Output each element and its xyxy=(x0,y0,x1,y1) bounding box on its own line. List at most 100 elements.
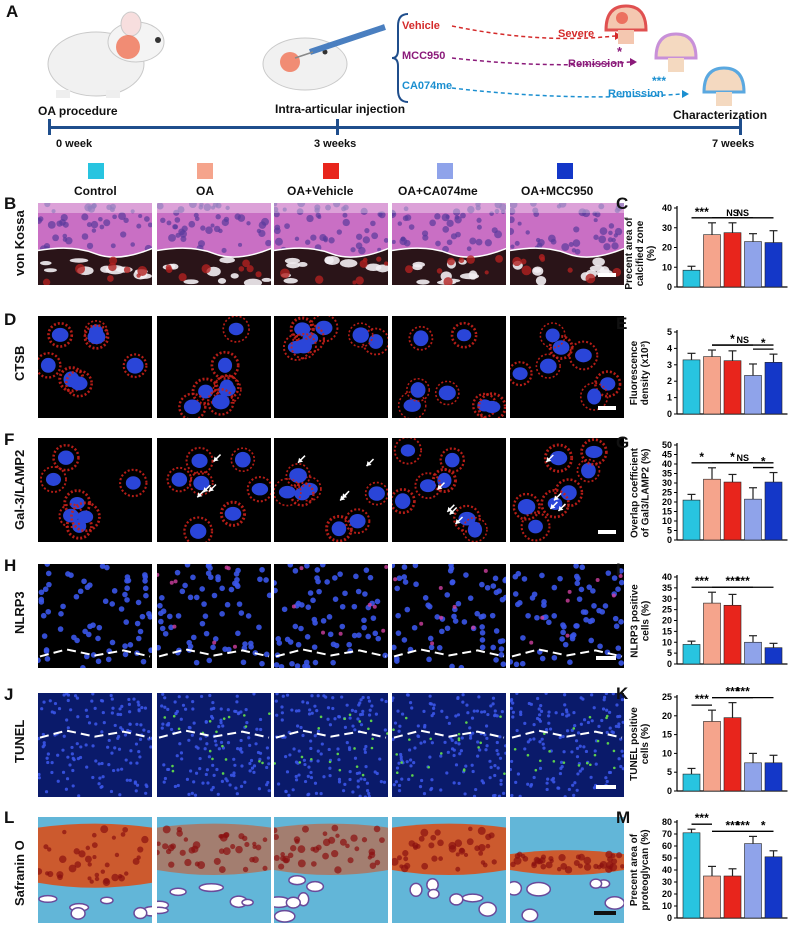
micrograph-fluor xyxy=(510,438,624,542)
sig-label: NS xyxy=(726,208,739,218)
y-tick-label: 40 xyxy=(662,203,672,213)
y-tick-label: 10 xyxy=(662,262,672,272)
y-tick-label: 10 xyxy=(662,748,672,758)
row-label: TUNEL xyxy=(12,719,27,763)
y-tick-label: 80 xyxy=(662,817,672,827)
y-tick-label: 15 xyxy=(662,730,672,740)
y-tick-label: 20 xyxy=(662,711,672,721)
y-tick-label: 30 xyxy=(662,877,672,887)
y-axis-label: Fluorescence density (x10³) xyxy=(629,340,651,406)
micrograph-fluor xyxy=(510,316,624,418)
micrograph-nuclei xyxy=(274,693,388,797)
sig-label: *** xyxy=(695,692,709,706)
micrograph-nuclei xyxy=(510,564,624,668)
outcome-remission-ca074me: Remission xyxy=(608,88,664,100)
y-tick-label: 25 xyxy=(662,488,672,498)
bar xyxy=(703,234,721,288)
sig-label: * xyxy=(730,450,735,464)
y-tick-label: 30 xyxy=(662,478,672,488)
row-label: Safranin O xyxy=(12,840,27,906)
sig-label: *** xyxy=(725,818,739,832)
y-tick-label: 5 xyxy=(667,526,672,536)
y-tick-label: 5 xyxy=(667,327,672,337)
y-tick-label: 60 xyxy=(662,841,672,851)
micrograph-fluor xyxy=(392,438,506,542)
micrograph-nuclei xyxy=(157,564,271,668)
y-tick-label: 3 xyxy=(667,360,672,370)
bar xyxy=(764,856,783,919)
panel-letter: M xyxy=(616,808,631,827)
y-axis-label: TUNEL positive cells (%) xyxy=(629,707,651,781)
legend-label: OA+Vehicle xyxy=(287,184,354,198)
y-tick-label: 20 xyxy=(662,497,672,507)
bar xyxy=(682,499,701,541)
treatment-vehicle: Vehicle xyxy=(402,20,440,32)
bar xyxy=(682,832,701,919)
micrograph-vonkossa xyxy=(510,203,624,285)
y-tick-label: 5 xyxy=(667,767,672,777)
y-tick-label: 0 xyxy=(667,535,672,545)
y-tick-label: 25 xyxy=(662,692,672,702)
injection-illustration xyxy=(262,24,386,91)
legend-swatch xyxy=(323,163,339,179)
micrograph-fluor xyxy=(274,316,388,418)
sig-label: *** xyxy=(736,818,750,832)
legend-swatch xyxy=(437,163,453,179)
sig-label: * xyxy=(761,818,766,832)
legend-swatch xyxy=(557,163,573,179)
y-axis-label: Precent area of calcified zone (%) xyxy=(623,216,657,290)
micrograph-vonkossa xyxy=(38,203,152,285)
legend-swatch xyxy=(88,163,104,179)
y-tick-label: 15 xyxy=(662,507,672,517)
y-tick-label: 50 xyxy=(662,440,672,450)
sig-label: * xyxy=(761,455,766,469)
bar xyxy=(744,641,762,665)
row-label: NLRP3 xyxy=(12,591,27,634)
y-tick-label: 25 xyxy=(662,605,672,615)
bar xyxy=(703,602,721,665)
sig-label: * xyxy=(761,336,766,350)
bar xyxy=(764,647,783,665)
panel-letter: F xyxy=(4,430,15,449)
treatment-ca074me: CA074me xyxy=(402,80,453,92)
micrograph-nuclei xyxy=(38,693,152,797)
step-label-characterization: Characterization xyxy=(673,108,768,122)
sig-label: * xyxy=(699,450,704,464)
panel-letter: B xyxy=(4,194,17,213)
sig-label: *** xyxy=(725,685,739,699)
legend-label: OA+MCC950 xyxy=(521,184,594,198)
y-tick-label: 70 xyxy=(662,829,672,839)
timeline-label-3: 3 weeks xyxy=(314,138,357,150)
bar xyxy=(682,644,701,665)
micrograph-nuclei xyxy=(38,564,152,668)
y-tick-label: 10 xyxy=(662,901,672,911)
y-axis-label: Precent area of proteoglycan (%) xyxy=(629,829,651,911)
bar xyxy=(744,762,762,792)
y-tick-label: 35 xyxy=(662,583,672,593)
sig-label: NS xyxy=(736,335,749,345)
sig-label: * xyxy=(730,332,735,346)
panel-letter: G xyxy=(616,433,630,452)
row-label: von Kossa xyxy=(12,210,27,277)
micrograph-nuclei xyxy=(392,693,506,797)
y-tick-label: 40 xyxy=(662,865,672,875)
y-tick-label: 40 xyxy=(662,459,672,469)
joint-remission-2-icon xyxy=(702,66,746,106)
panel-letter: I xyxy=(616,560,621,579)
y-tick-label: 0 xyxy=(667,659,672,669)
bar xyxy=(764,481,783,541)
micrograph-vonkossa xyxy=(392,203,506,285)
joint-remission-icon xyxy=(654,32,698,72)
bar xyxy=(723,481,742,541)
y-tick-label: 35 xyxy=(662,469,672,479)
legend-swatch xyxy=(197,163,213,179)
bar xyxy=(703,721,721,792)
bar xyxy=(723,232,742,288)
y-tick-label: 20 xyxy=(662,243,672,253)
sig-label: *** xyxy=(725,574,739,588)
joint-severe-icon xyxy=(604,4,648,44)
bar xyxy=(723,875,742,919)
y-tick-label: 0 xyxy=(667,913,672,923)
panel-letter: D xyxy=(4,310,17,329)
bar xyxy=(723,717,742,792)
